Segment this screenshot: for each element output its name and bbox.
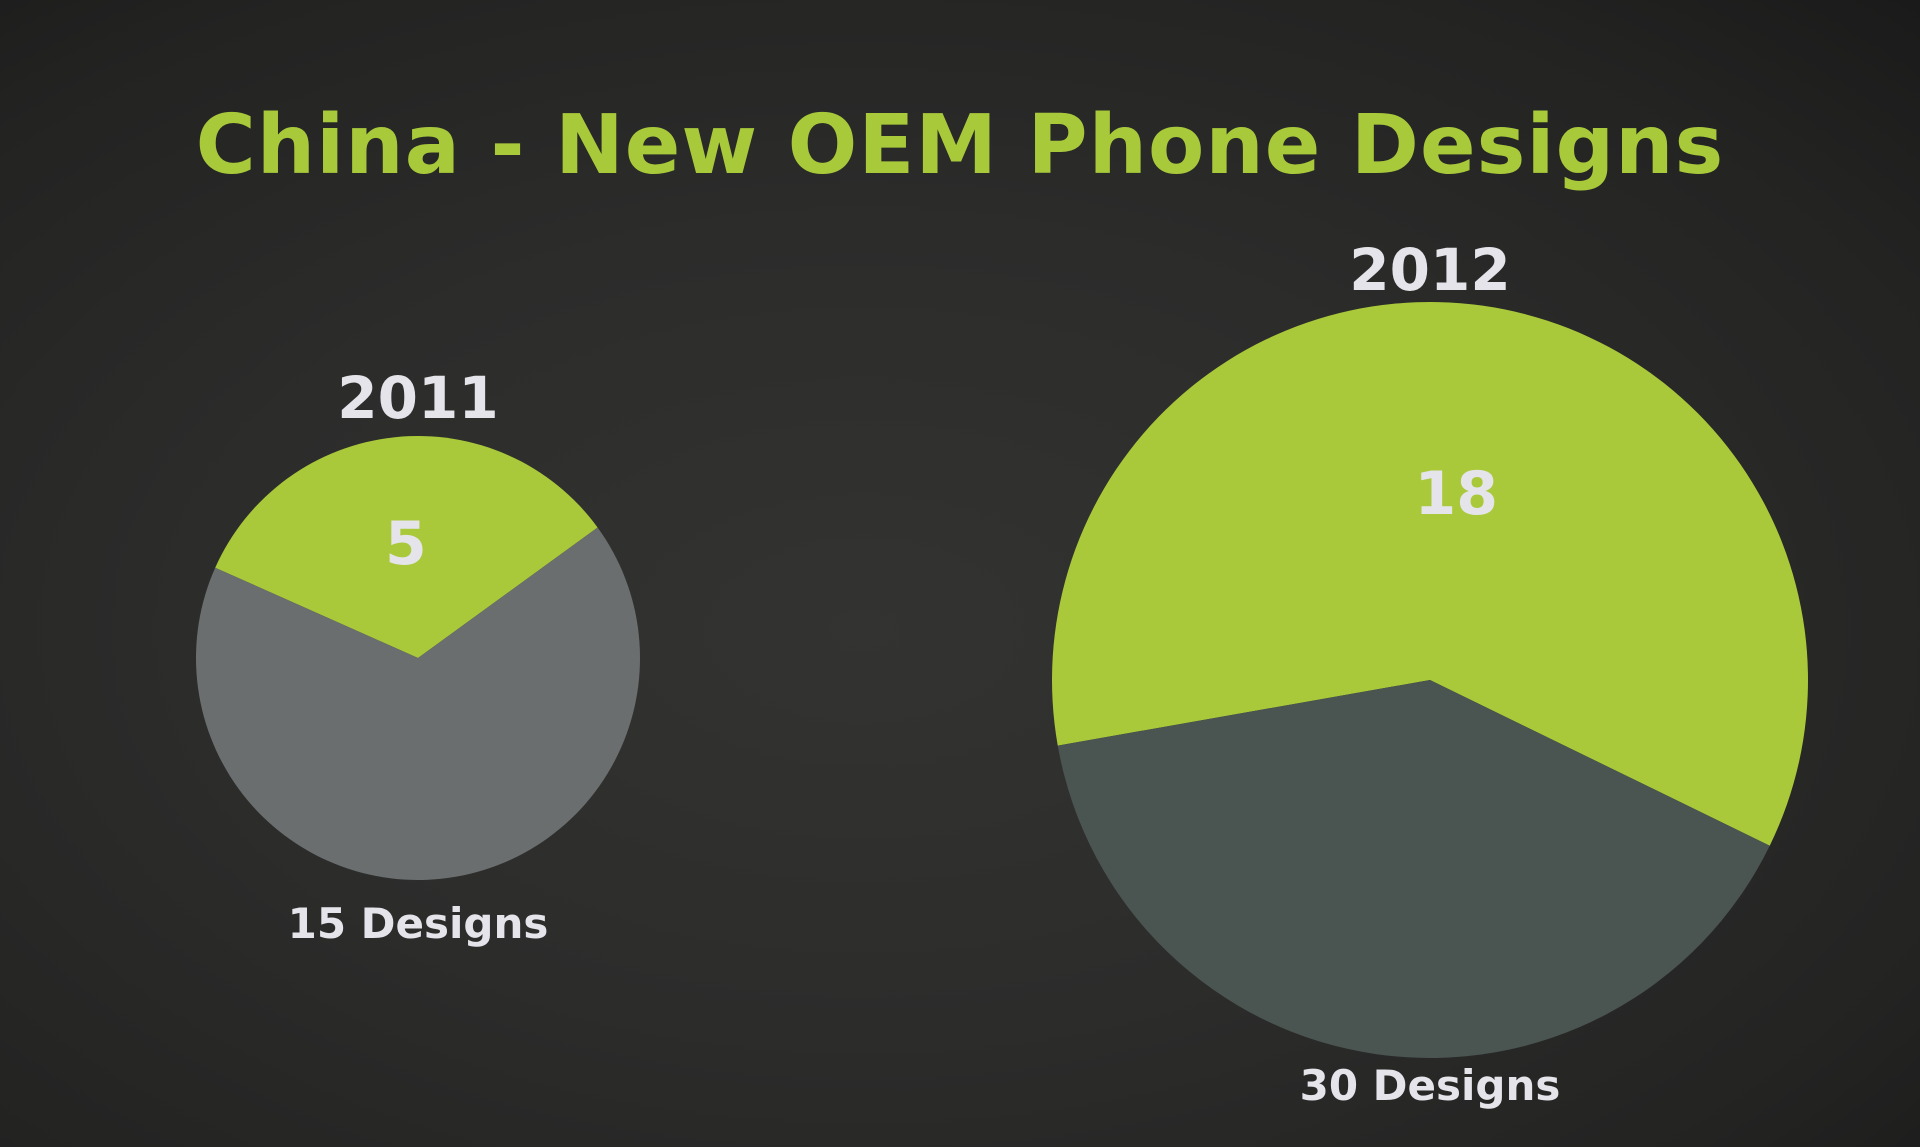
pie-slice-rest	[1057, 680, 1770, 1058]
year-label: 2012	[1349, 236, 1510, 304]
year-label: 2011	[337, 364, 498, 432]
total-designs-label: 15 Designs	[288, 899, 549, 948]
pie-2011: 5 2011 15 Designs	[195, 364, 640, 948]
pie-slice-rest	[195, 527, 640, 881]
pie-2012: 18 2012 30 Designs	[1052, 236, 1808, 1110]
slice-value-label: 5	[385, 509, 427, 579]
chart-title: China - New OEM Phone Designs	[195, 98, 1725, 193]
total-designs-label: 30 Designs	[1300, 1061, 1561, 1110]
pie-slice-highlight	[215, 436, 598, 658]
pie-slice-highlight	[1052, 302, 1808, 846]
slice-value-label: 18	[1415, 459, 1499, 529]
